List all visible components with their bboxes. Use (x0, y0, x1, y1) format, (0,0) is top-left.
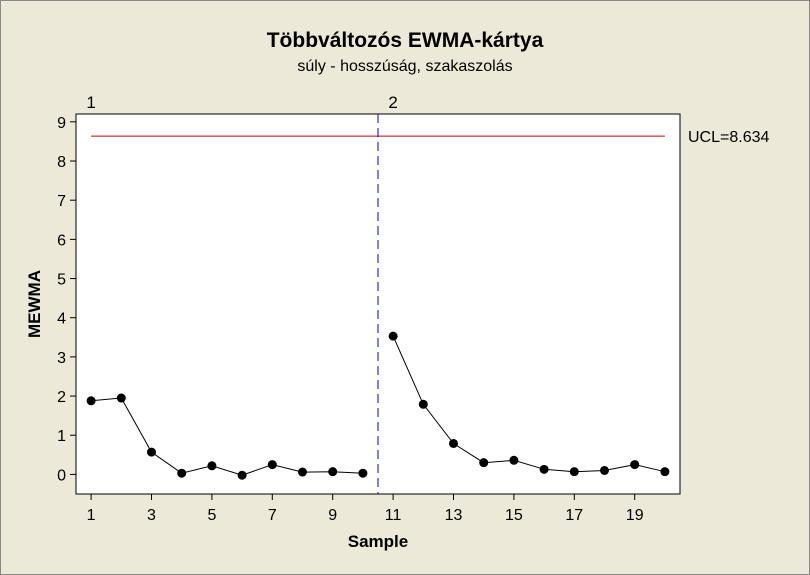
x-tick-label: 5 (207, 507, 216, 524)
data-point (630, 460, 640, 470)
data-point (358, 468, 368, 478)
stage-label: 1 (86, 93, 95, 112)
y-tick-label: 5 (57, 272, 66, 289)
data-point (388, 331, 398, 341)
y-tick-label: 7 (57, 193, 66, 210)
y-tick-label: 9 (57, 115, 66, 132)
x-tick-label: 9 (328, 507, 337, 524)
data-point (298, 467, 307, 477)
x-tick-label: 7 (268, 507, 277, 524)
chart-title: Többváltozós EWMA-kártya (266, 29, 544, 52)
data-point (237, 470, 247, 480)
data-point (116, 393, 126, 403)
x-tick-label: 17 (565, 507, 583, 524)
series-line (91, 397, 363, 476)
x-tick-label: 19 (626, 507, 644, 524)
y-tick-label: 0 (57, 467, 66, 484)
ucl-label: UCL=8.634 (688, 129, 769, 146)
data-point (207, 461, 217, 471)
x-tick-label: 11 (385, 507, 402, 524)
data-point (539, 464, 549, 474)
data-point (569, 467, 579, 477)
stage-label: 2 (388, 93, 397, 112)
x-tick-label: 13 (445, 507, 463, 524)
data-point (328, 467, 338, 477)
x-axis-label: Sample (348, 532, 408, 551)
x-tick-label: 3 (147, 507, 156, 524)
chart-subtitle: súly - hosszúság, szakaszolás (297, 58, 513, 75)
y-tick-label: 1 (57, 428, 66, 445)
y-tick-label: 3 (57, 350, 66, 367)
x-tick-label: 15 (505, 507, 523, 524)
y-tick-label: 4 (57, 311, 66, 328)
y-tick-label: 6 (57, 232, 66, 249)
data-point (177, 468, 187, 478)
data-point (418, 399, 428, 409)
data-point (479, 458, 489, 468)
data-point (660, 467, 670, 477)
x-tick-label: 1 (87, 507, 96, 524)
data-point (86, 396, 96, 406)
data-point (147, 447, 156, 457)
y-axis-label: MEWMA (25, 270, 44, 338)
data-point (600, 465, 609, 475)
y-tick-label: 8 (57, 154, 66, 171)
data-point (509, 455, 519, 465)
y-tick-label: 2 (57, 389, 66, 406)
data-point (449, 438, 458, 448)
data-point (267, 460, 277, 470)
series-line (392, 335, 666, 473)
